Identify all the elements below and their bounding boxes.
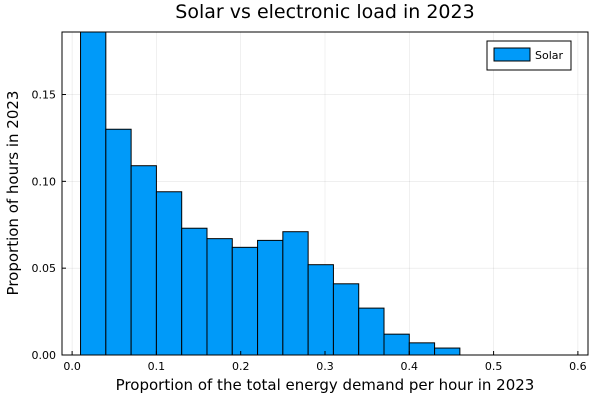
histogram-bar xyxy=(332,283,360,356)
histogram-bar xyxy=(257,239,284,356)
x-tick-label: 0.2 xyxy=(232,360,250,373)
x-tick-label: 0.3 xyxy=(316,360,334,373)
histogram-bar xyxy=(231,246,259,356)
y-tick-label: 0.00 xyxy=(32,349,57,362)
y-axis-label: Proportion of hours in 2023 xyxy=(4,91,22,296)
y-tick-label: 0.05 xyxy=(32,262,57,275)
x-tick-label: 0.5 xyxy=(485,360,503,373)
bars xyxy=(80,31,461,356)
histogram-bar xyxy=(155,191,183,356)
histogram-bar xyxy=(105,128,132,356)
legend-swatch-solar xyxy=(493,47,531,62)
y-axis-ticks: 0.00 0.05 0.10 0.15 xyxy=(32,89,66,362)
x-axis-label: Proportion of the total energy demand pe… xyxy=(116,376,535,394)
histogram-bar xyxy=(358,307,385,356)
histogram-bar xyxy=(408,342,436,356)
chart-title: Solar vs electronic load in 2023 xyxy=(175,1,474,23)
legend: Solar xyxy=(486,40,572,71)
x-tick-label: 0.6 xyxy=(569,360,587,373)
histogram-bar xyxy=(383,333,410,356)
histogram-bar xyxy=(181,227,208,356)
y-tick-label: 0.15 xyxy=(32,89,57,102)
x-tick-label: 0.1 xyxy=(148,360,166,373)
histogram-bar xyxy=(130,165,157,356)
x-tick-label: 0.4 xyxy=(401,360,419,373)
legend-label-solar: Solar xyxy=(535,49,564,62)
x-tick-label: 0.0 xyxy=(63,360,81,373)
histogram-bar xyxy=(282,231,309,356)
x-axis-ticks: 0.0 0.1 0.2 0.3 0.4 0.5 0.6 xyxy=(63,351,587,373)
histogram-bar xyxy=(80,31,107,356)
histogram-bar xyxy=(206,238,233,356)
y-tick-label: 0.10 xyxy=(32,175,57,188)
histogram-bar xyxy=(307,264,334,356)
histogram-bar xyxy=(434,347,461,356)
